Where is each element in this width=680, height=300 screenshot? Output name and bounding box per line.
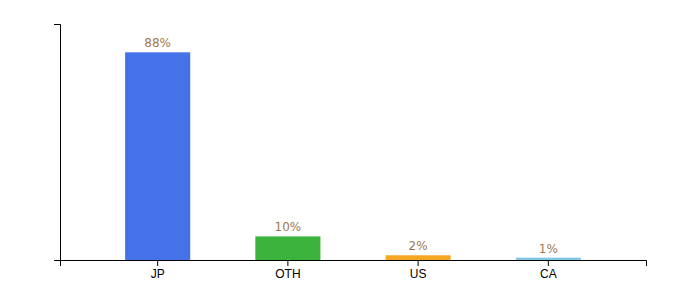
x-tick-mark	[548, 260, 549, 266]
bar	[255, 236, 320, 260]
x-tick-label: CA	[540, 267, 557, 281]
x-tick-label: OTH	[275, 267, 300, 281]
data-label: 1%	[539, 242, 558, 256]
x-tick-mark	[418, 260, 419, 266]
x-tick-label: US	[410, 267, 427, 281]
bar	[386, 255, 451, 260]
data-label: 10%	[275, 220, 302, 234]
chart: 88% 10% 2% 1% JP OTH US CA	[0, 0, 680, 300]
y-axis	[54, 25, 61, 261]
data-label: 2%	[409, 239, 428, 253]
bars	[125, 52, 581, 260]
x-tick: CA	[540, 260, 557, 281]
bar	[516, 258, 581, 260]
x-axis-line	[61, 261, 647, 267]
x-tick-mark	[157, 260, 158, 266]
x-tick: OTH	[275, 260, 300, 281]
x-tick-mark	[287, 260, 288, 266]
x-tick: US	[410, 260, 427, 281]
data-labels: 88% 10% 2% 1%	[144, 36, 558, 255]
y-axis-line	[54, 25, 61, 261]
data-label: 88%	[144, 36, 171, 50]
bar	[125, 52, 190, 260]
plot: 88% 10% 2% 1% JP OTH US CA	[54, 25, 647, 281]
x-tick: JP	[151, 260, 165, 281]
x-tick-label: JP	[151, 267, 165, 281]
x-axis: JP OTH US CA	[61, 260, 647, 281]
